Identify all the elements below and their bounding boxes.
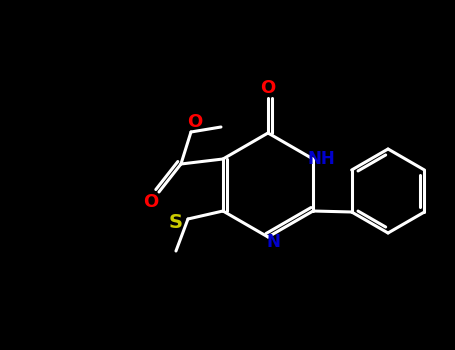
Text: NH: NH bbox=[307, 150, 335, 168]
Text: O: O bbox=[260, 79, 276, 97]
Text: N: N bbox=[266, 233, 280, 251]
Text: O: O bbox=[187, 113, 202, 131]
Text: S: S bbox=[169, 212, 183, 231]
Text: O: O bbox=[143, 193, 159, 211]
